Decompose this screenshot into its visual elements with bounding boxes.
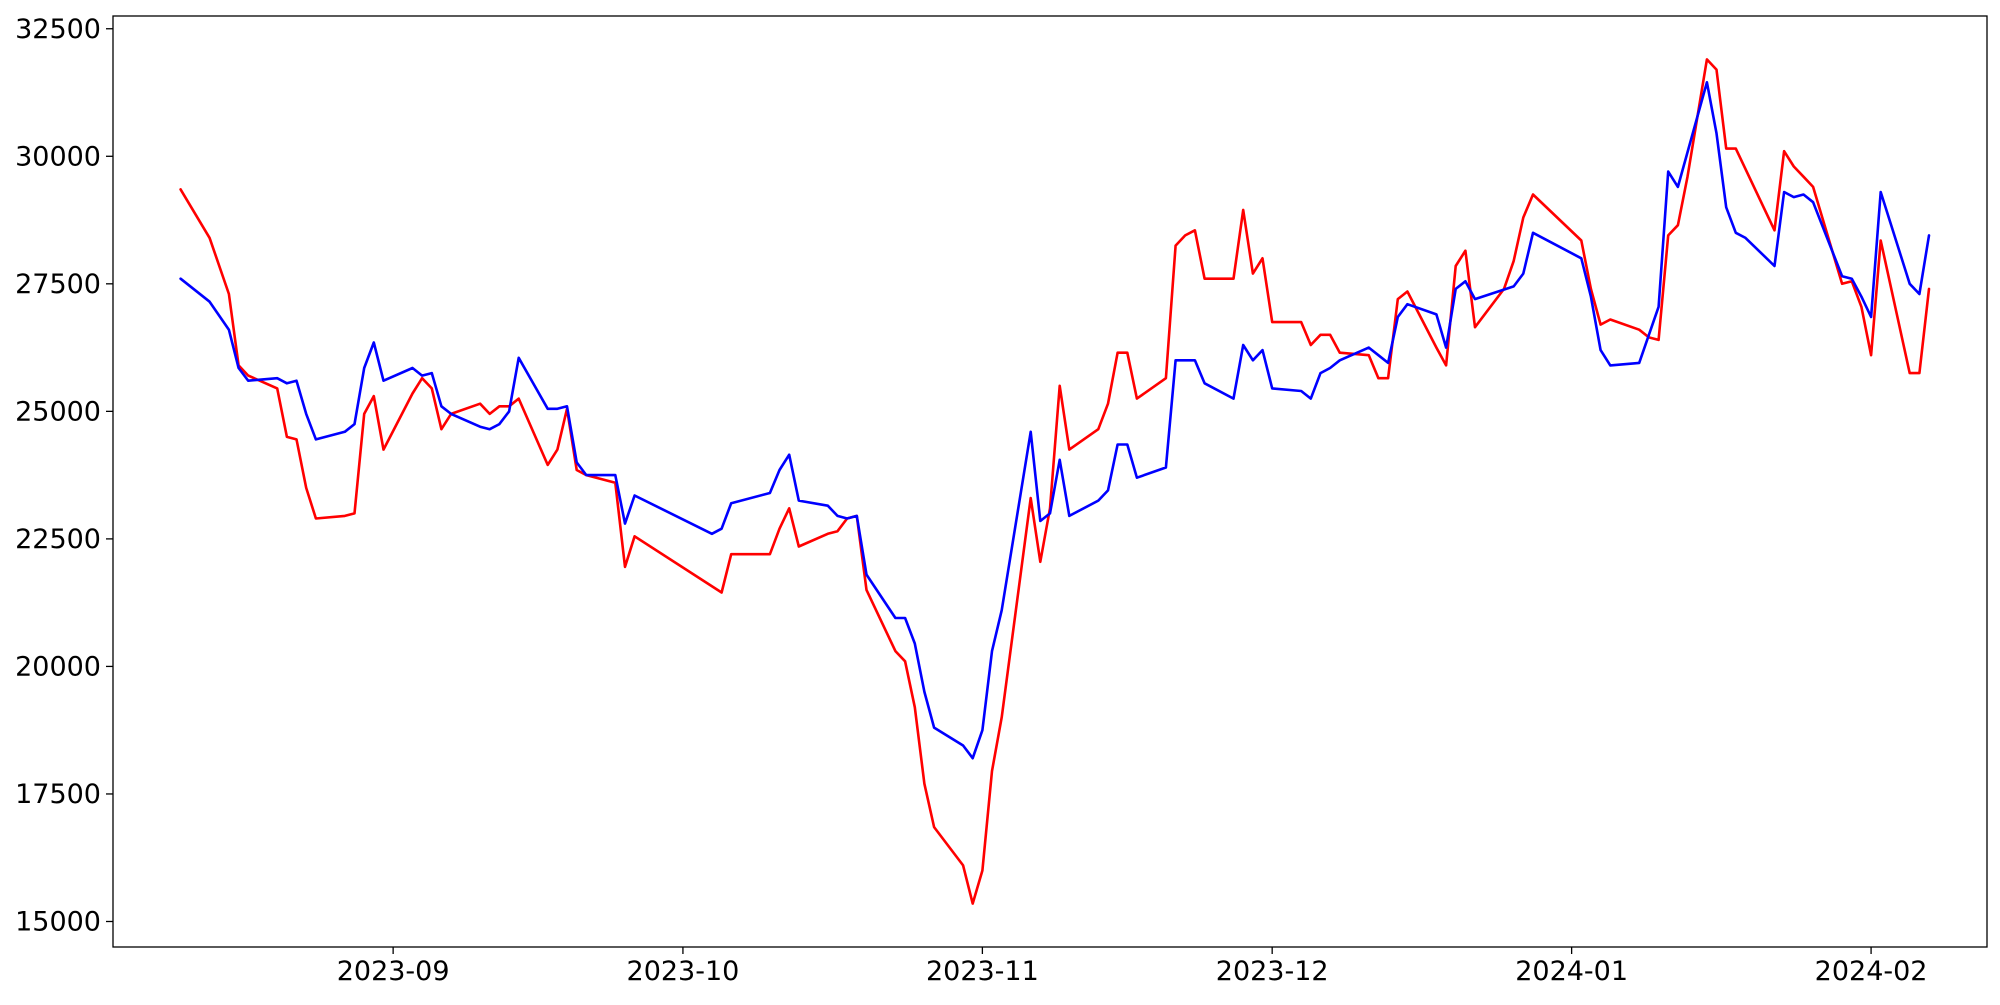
plot-frame (112, 15, 1988, 948)
plot-background (113, 16, 1987, 947)
x-tick-label: 2023-12 (1216, 956, 1329, 987)
y-tick-label: 27500 (15, 269, 101, 300)
y-tick-label: 32500 (15, 14, 101, 45)
y-tick-label: 30000 (15, 141, 101, 172)
y-axis: 15000 17500 20000 22500 25000 27500 30000 32500 (15, 14, 113, 937)
x-tick-label: 2023-10 (627, 956, 740, 987)
series-layer (179, 58, 1931, 905)
x-axis: 2023-09 2023-10 2023-11 2023-12 2024-01 2024-… (337, 947, 1928, 987)
x-tick-label: 2023-09 (337, 956, 450, 987)
x-tick-label: 2024-02 (1815, 956, 1928, 987)
x-tick-label: 2024-01 (1515, 956, 1628, 987)
series-line-2 (179, 81, 1931, 760)
y-tick-label: 17500 (15, 779, 101, 810)
x-tick-label: 2023-11 (926, 956, 1039, 987)
y-tick-label: 25000 (15, 396, 101, 427)
y-tick-label: 22500 (15, 524, 101, 555)
y-tick-label: 15000 (15, 906, 101, 937)
series-line-1 (179, 58, 1931, 905)
y-tick-label: 20000 (15, 651, 101, 682)
